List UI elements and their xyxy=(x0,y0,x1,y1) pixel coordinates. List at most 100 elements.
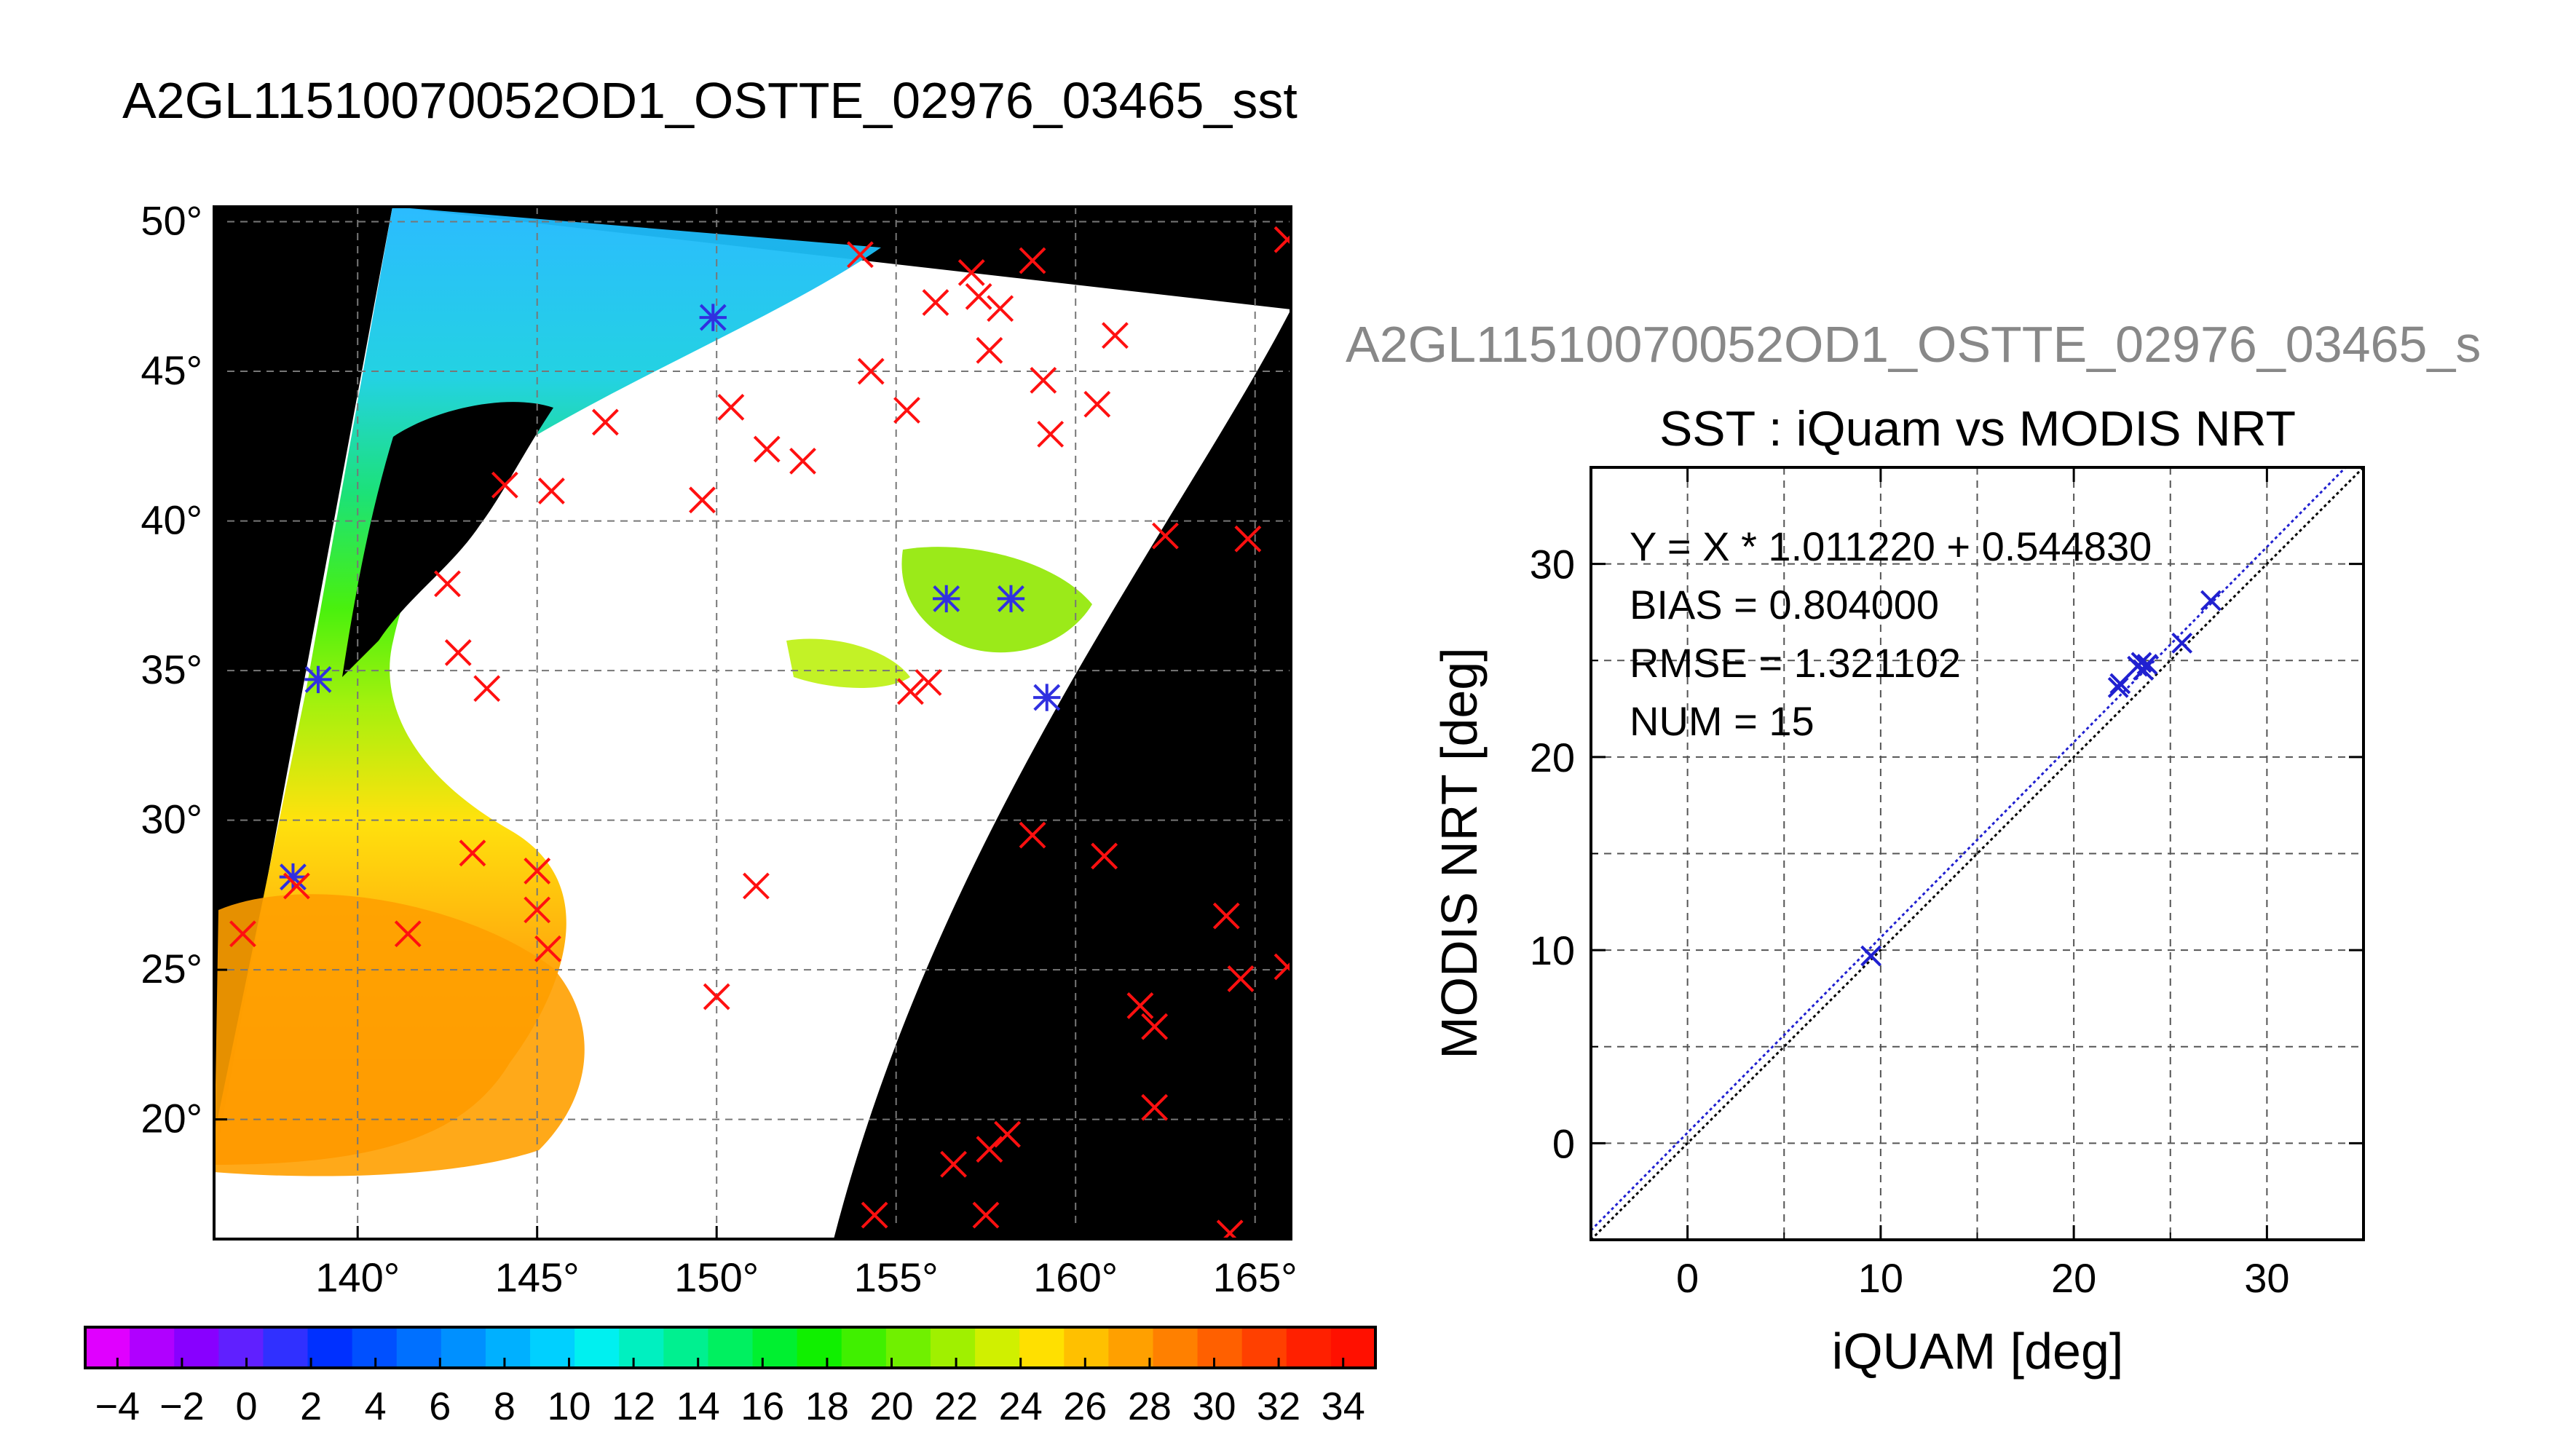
colorbar-tick-label: 20 xyxy=(869,1385,913,1428)
map-buoy-marker xyxy=(459,839,486,867)
colorbar-cell xyxy=(841,1327,887,1368)
map-buoy-marker xyxy=(1102,322,1129,349)
sst-central-patch xyxy=(901,547,1092,653)
map-buoy-marker xyxy=(915,669,942,696)
colorbar-cell xyxy=(1330,1327,1376,1368)
scatter-point xyxy=(2136,654,2158,675)
colorbar-cell xyxy=(663,1327,709,1368)
map-buoy-marker xyxy=(229,920,256,948)
scatter-panel: 0 10 20 30 0 10 20 30 Y = X * 1.011220 + 0.544… xyxy=(1431,466,2365,1380)
colorbar-cell xyxy=(885,1327,931,1368)
colorbar-cell xyxy=(1108,1327,1154,1368)
colorbar-tick-label: 10 xyxy=(547,1385,591,1428)
colorbar-tick-label: 12 xyxy=(612,1385,655,1428)
scatter-lines xyxy=(1591,467,2364,1240)
sst-southern-field xyxy=(214,894,585,1176)
colorbar-cell xyxy=(396,1327,442,1368)
colorbar-tick-label: 16 xyxy=(741,1385,784,1428)
map-buoy-marker xyxy=(1091,842,1118,870)
map-buoy-marker xyxy=(743,872,770,900)
map-lat-tick-label: 40° xyxy=(141,497,202,543)
map-lon-ticks: 140° 145° 150° 155° 160° 165° xyxy=(315,1226,1298,1300)
map-matched-marker xyxy=(699,304,727,331)
map-lat-tick-label: 45° xyxy=(141,347,202,393)
colorbar-cell xyxy=(619,1327,664,1368)
map-buoy-marker xyxy=(524,896,551,924)
colorbar-tick-label: 32 xyxy=(1257,1385,1300,1428)
regression-line xyxy=(1591,467,2347,1232)
map-buoy-marker xyxy=(434,570,461,598)
map-buoy-marker xyxy=(1030,366,1057,394)
scatter-y-tick-label: 20 xyxy=(1530,735,1575,780)
map-buoy-marker xyxy=(283,872,310,900)
colorbar-tick-label: −2 xyxy=(159,1385,205,1428)
map-buoy-marker xyxy=(957,259,985,286)
colorbar-tick-label: 8 xyxy=(494,1385,516,1428)
map-lat-tick-label: 20° xyxy=(141,1096,202,1142)
map-lon-tick-label: 140° xyxy=(315,1254,400,1300)
colorbar-tick-label: 2 xyxy=(300,1385,322,1428)
colorbar-tick-label: 34 xyxy=(1322,1385,1365,1428)
colorbar-cell xyxy=(130,1327,175,1368)
scatter-annotation-num: NUM = 15 xyxy=(1630,698,1814,744)
map-buoy-marker xyxy=(753,435,781,463)
map-buoy-marker xyxy=(897,678,924,705)
map-buoy-marker xyxy=(1126,992,1154,1019)
map-buoy-marker xyxy=(893,397,920,424)
map-buoy-marker xyxy=(1212,902,1240,930)
map-lat-tick-label: 35° xyxy=(141,646,202,692)
colorbar-cell xyxy=(1064,1327,1109,1368)
map-lat-ticks: 50° 45° 40° 35° 30° 25° 20° xyxy=(141,198,227,1142)
colorbar-cell xyxy=(307,1327,353,1368)
map-matched-marker xyxy=(933,585,960,613)
map-buoy-marker xyxy=(591,408,619,436)
colorbar-tick-label: 26 xyxy=(1063,1385,1107,1428)
colorbar-tick-label: 18 xyxy=(805,1385,849,1428)
colorbar-tick-label: 14 xyxy=(676,1385,720,1428)
scatter-x-tick-label: 30 xyxy=(2244,1255,2289,1301)
map-buoy-marker xyxy=(491,471,518,499)
colorbar-cell xyxy=(1019,1327,1065,1368)
colorbar-cell xyxy=(752,1327,798,1368)
map-buoy-marker xyxy=(394,920,422,948)
map-buoy-marker xyxy=(1273,953,1291,981)
colorbar-tick-label: 0 xyxy=(235,1385,257,1428)
map-lat-tick-label: 30° xyxy=(141,796,202,842)
colorbar-tick-label: 4 xyxy=(365,1385,387,1428)
map-lat-tick-label: 50° xyxy=(141,198,202,244)
map-markers xyxy=(229,226,1291,1239)
colorbar-cell xyxy=(263,1327,309,1368)
map-buoy-marker xyxy=(972,1201,1000,1229)
scatter-point xyxy=(1860,945,1882,967)
scatter-point xyxy=(2109,673,2131,695)
map-matched-marker xyxy=(279,863,307,891)
map-buoy-marker xyxy=(1216,1219,1244,1239)
map-buoy-marker xyxy=(846,241,874,269)
map-buoy-marker xyxy=(987,295,1014,323)
right-panel-title: A2GL11510070052OD1_OSTTE_02976_03465_s xyxy=(1346,316,2481,373)
map-buoy-marker xyxy=(538,478,565,505)
map-lon-tick-label: 155° xyxy=(854,1254,939,1300)
sst-central-patch-2 xyxy=(786,638,910,688)
map-buoy-marker xyxy=(922,289,949,316)
colorbar-tick-label: 28 xyxy=(1128,1385,1172,1428)
colorbar-cell xyxy=(85,1327,130,1368)
colorbar-cells xyxy=(85,1327,1376,1368)
colorbar-cell xyxy=(1286,1327,1332,1368)
map-buoy-marker xyxy=(444,638,472,666)
scatter-y-tick-label: 0 xyxy=(1552,1120,1575,1166)
scatter-annotation-bias: BIAS = 0.804000 xyxy=(1630,582,1939,628)
colorbar-cell xyxy=(485,1327,531,1368)
colorbar: −4 −2 0 2 4 6 8 10 12 14 16 18 20 22 24 26 28 30 32 34 xyxy=(84,1326,1377,1428)
scatter-point xyxy=(2131,652,2152,673)
map-buoy-marker xyxy=(940,1150,967,1178)
scatter-annotation-rmse: RMSE = 1.321102 xyxy=(1630,640,1961,686)
map-buoy-marker xyxy=(703,983,730,1010)
map-buoy-marker xyxy=(1234,525,1262,553)
colorbar-cell xyxy=(797,1327,842,1368)
colorbar-tick-label: 6 xyxy=(429,1385,451,1428)
map-panel: 140° 145° 150° 155° 160° 165° 50° 45° 40° 35° 30°… xyxy=(141,198,1298,1300)
colorbar-tick-label: 24 xyxy=(999,1385,1043,1428)
scatter-y-tick-label: 10 xyxy=(1530,927,1575,973)
